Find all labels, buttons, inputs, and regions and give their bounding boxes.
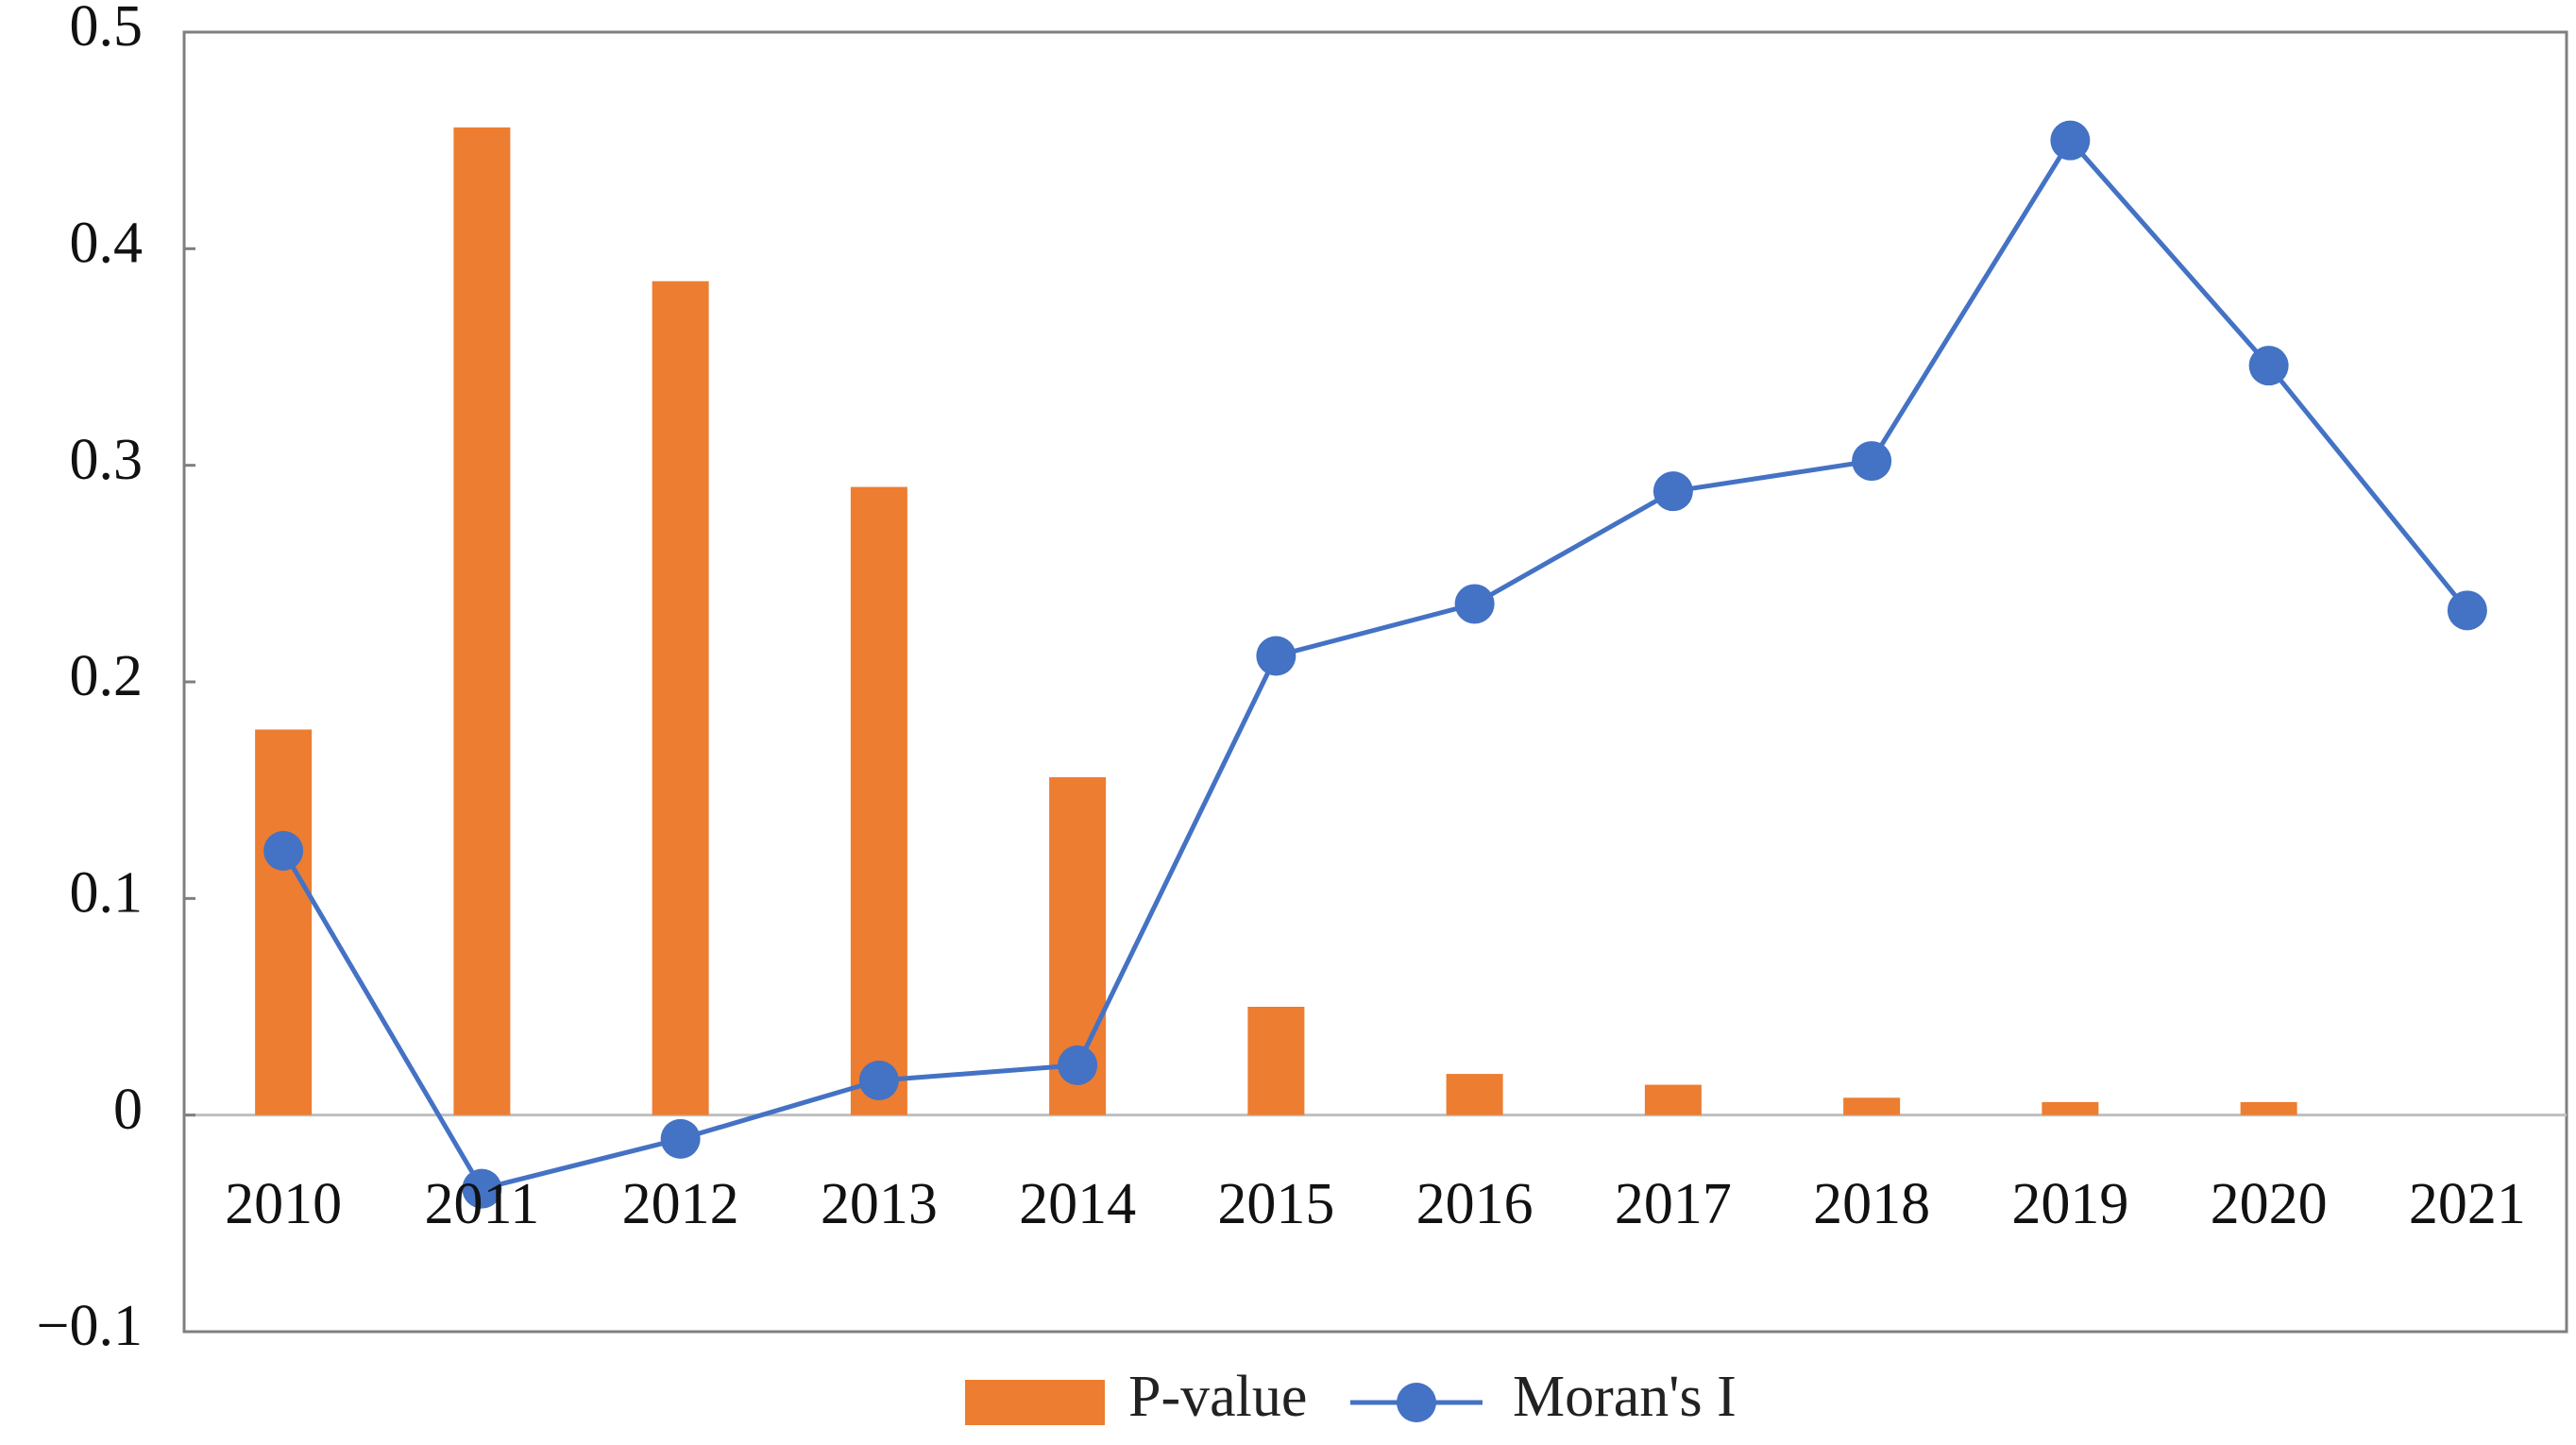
legend: P-value Moran's I	[965, 1365, 1737, 1429]
bar-p-value	[1843, 1097, 1901, 1115]
plot-border	[182, 30, 2568, 1334]
y-tick-label: 0.4	[70, 212, 144, 276]
x-axis: 2010 2011 2012 2013 2014 2015 2016 2017 2018 2019…	[225, 1172, 2526, 1236]
x-tick-label: 2011	[425, 1172, 540, 1236]
x-tick-label: 2018	[1813, 1172, 1930, 1236]
x-tick-label: 2016	[1416, 1172, 1534, 1236]
x-tick-label: 2014	[1019, 1172, 1136, 1236]
x-tick-label: 2012	[622, 1172, 739, 1236]
x-tick-label: 2019	[2011, 1172, 2128, 1236]
line-morans-i	[280, 138, 2469, 1192]
bar-p-value	[2042, 1101, 2099, 1115]
y-tick-label: 0	[113, 1078, 143, 1142]
plot-frame	[182, 30, 2568, 1334]
x-tick-label: 2021	[2409, 1172, 2526, 1236]
y-tick-label: 0.1	[70, 861, 144, 926]
point-morans-i	[1058, 1045, 1098, 1085]
y-tick-label: 0.5	[70, 0, 144, 59]
x-tick-label: 2015	[1217, 1172, 1334, 1236]
bar-p-value	[1644, 1084, 1702, 1115]
p-value-bars	[255, 127, 2297, 1115]
bar-p-value	[1446, 1074, 1503, 1115]
point-morans-i	[1256, 636, 1296, 676]
morans-i-line	[263, 120, 2487, 1209]
y-tick-label: 0.3	[70, 428, 144, 492]
y-tick-label: −0.1	[37, 1294, 143, 1358]
point-morans-i	[462, 1168, 502, 1209]
bar-p-value	[453, 127, 511, 1115]
point-morans-i	[2447, 590, 2487, 631]
point-morans-i	[660, 1118, 701, 1159]
y-tick-label: 0.2	[70, 644, 144, 708]
x-tick-label: 2013	[821, 1172, 938, 1236]
legend-swatch-p-value	[965, 1380, 1105, 1425]
bar-p-value	[652, 280, 709, 1115]
point-morans-i	[2248, 346, 2289, 386]
point-morans-i	[1852, 441, 1892, 482]
x-tick-label: 2020	[2211, 1172, 2328, 1236]
point-morans-i	[2050, 120, 2091, 161]
point-morans-i	[1652, 471, 1693, 512]
y-axis: 0.5 0.4 0.3 0.2 0.1 0 −0.1	[37, 0, 195, 1358]
x-tick-label: 2017	[1615, 1172, 1732, 1236]
point-morans-i	[858, 1060, 899, 1100]
legend-label-p-value: P-value	[1128, 1365, 1307, 1429]
point-morans-i	[1454, 584, 1495, 624]
point-morans-i	[263, 830, 304, 871]
legend-marker-morans-i	[1397, 1383, 1436, 1422]
bar-p-value	[1247, 1007, 1305, 1115]
x-tick-label: 2010	[225, 1172, 342, 1236]
legend-label-morans-i: Moran's I	[1513, 1365, 1737, 1429]
bar-p-value	[255, 729, 313, 1115]
bar-p-value	[850, 486, 907, 1115]
bar-p-value	[2240, 1101, 2297, 1115]
